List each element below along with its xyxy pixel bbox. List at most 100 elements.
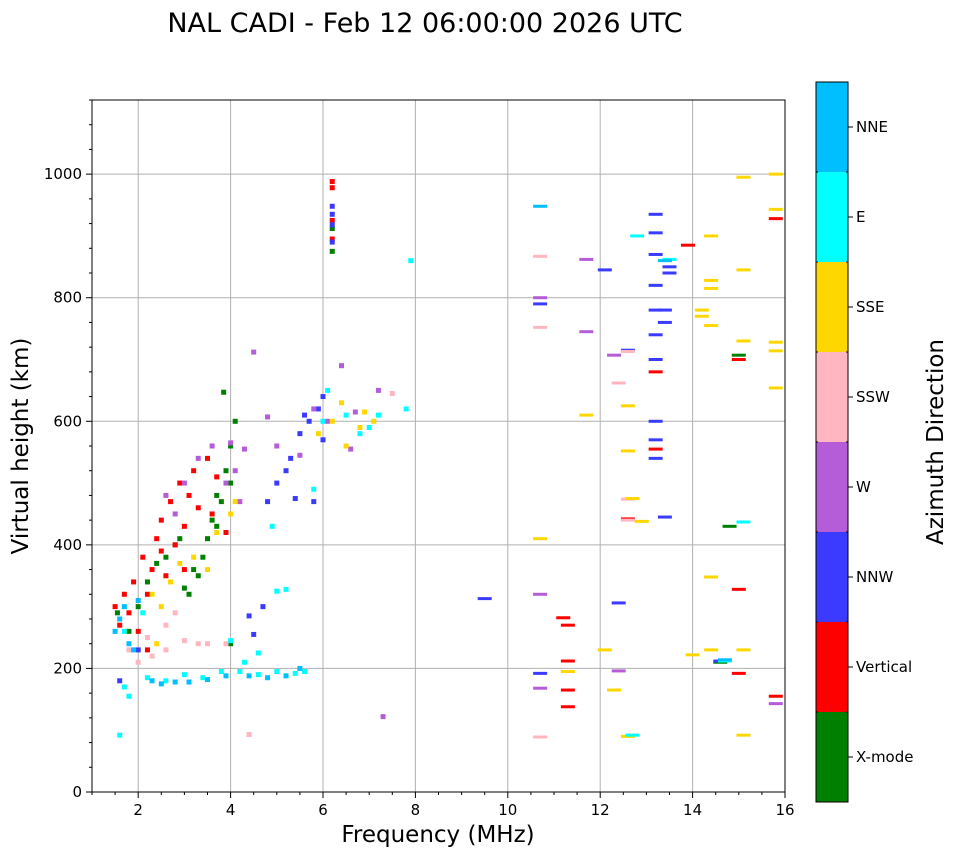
data-point [694,308,709,312]
data-point [135,659,141,665]
x-tick-label: 12 [591,801,610,819]
data-point [181,567,187,573]
data-point [648,283,663,287]
data-point [731,587,746,591]
data-point [158,681,164,687]
data-point [223,641,229,647]
colorbar-segment [816,262,848,352]
data-point [181,638,187,644]
data-point [657,259,672,263]
data-point [611,381,626,385]
data-point [768,386,783,390]
data-point [223,530,229,535]
data-point [768,172,783,176]
data-point [704,234,719,238]
data-point [338,400,344,406]
data-point [560,688,575,692]
data-point [736,733,751,737]
data-point [302,412,308,418]
data-point [251,349,257,355]
data-point [232,418,238,424]
data-point [657,320,672,324]
y-tick-label: 800 [53,289,82,307]
data-point [237,669,243,675]
data-point [117,678,123,684]
data-point [205,677,210,683]
data-point [329,203,335,209]
data-point [292,670,298,676]
data-point [736,268,751,272]
data-point [205,455,210,461]
data-point [329,226,335,232]
data-point [228,641,234,647]
data-point [209,511,215,517]
data-point [214,474,220,480]
colorbar-segment [816,352,848,442]
data-point [736,648,751,652]
data-point [168,579,174,585]
data-point [611,601,626,605]
data-point [325,387,331,393]
data-point [657,308,672,312]
data-point [329,418,335,424]
data-point [163,622,169,628]
data-point [648,419,663,423]
data-point [533,671,548,675]
data-point [121,684,127,690]
data-point [181,523,187,529]
data-point [241,446,247,452]
data-point [140,610,146,616]
data-point [620,518,635,522]
data-point [380,714,386,720]
colorbar-frame [815,81,849,803]
data-point [357,424,363,430]
colorbar-segment [816,622,848,712]
data-point [297,665,303,671]
data-point [205,567,210,573]
data-point [560,705,575,709]
data-point [186,492,192,498]
data-point [195,505,201,511]
data-point [579,413,594,417]
colorbar-tick-label: NNE [856,118,888,136]
data-point [736,520,751,524]
data-point [274,443,280,449]
data-point [177,480,183,486]
data-point [306,418,312,424]
data-point [112,628,118,634]
data-point [223,480,229,486]
data-point [269,523,275,529]
data-point [362,409,368,415]
data-point [338,363,344,369]
data-point [135,647,141,653]
data-point [121,628,127,634]
y-tick-label: 0 [72,783,82,801]
data-point [172,610,178,616]
data-point [228,440,234,446]
data-point [533,325,548,329]
x-tick-label: 16 [775,801,794,819]
data-point [228,638,234,644]
grid-lines [92,100,786,793]
data-point [533,537,548,541]
data-point [149,678,155,684]
data-point [648,447,663,451]
series-nne [112,204,732,687]
x-axis-ticks: 2 4 6 8 10 12 14 16 [91,792,795,819]
data-point [731,671,746,675]
data-point [648,438,663,442]
data-point [121,604,127,610]
data-point [533,592,548,596]
data-point [320,418,326,424]
x-tick-label: 6 [318,801,328,819]
data-point [172,511,178,517]
data-point [768,702,783,706]
data-point [768,217,783,221]
data-point [648,308,663,312]
data-point [375,412,381,418]
y-tick-label: 400 [53,536,82,554]
data-point [172,542,178,548]
data-point [149,591,155,597]
data-point [611,669,626,673]
data-point [214,523,220,529]
